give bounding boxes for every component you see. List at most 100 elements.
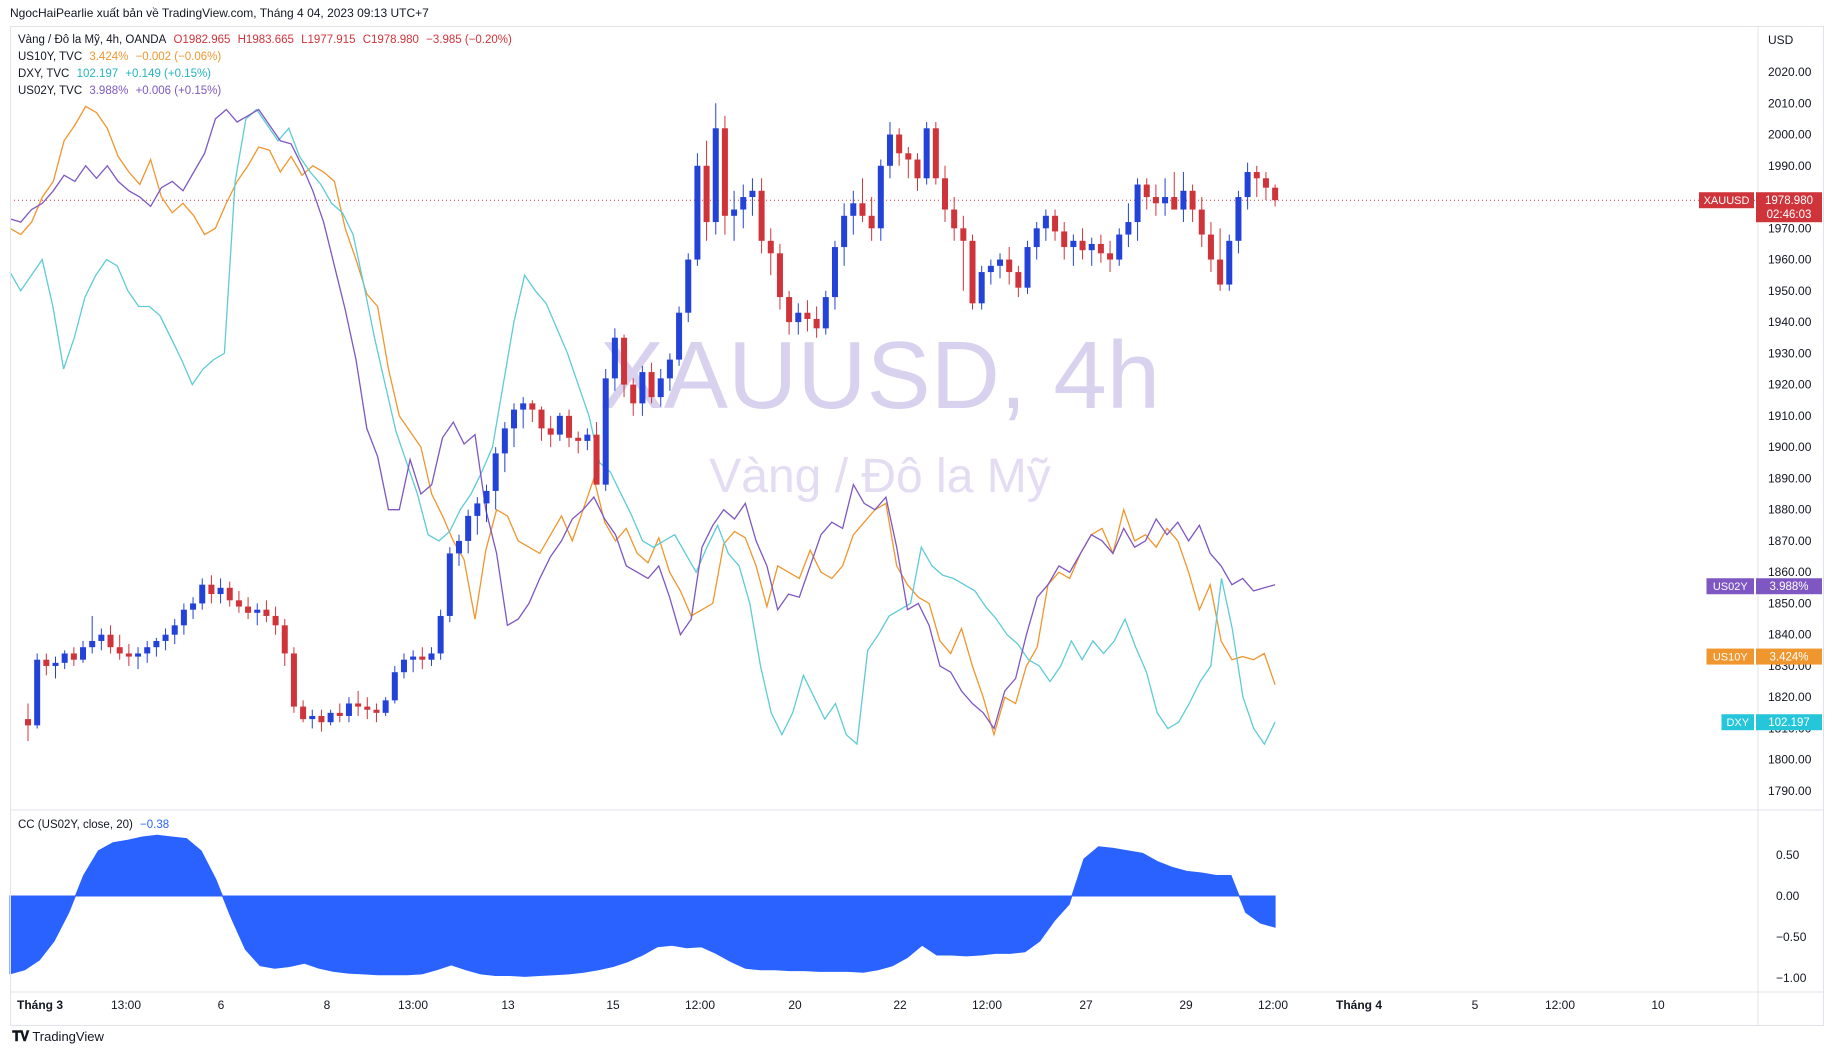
candle-body [1198, 209, 1205, 235]
candle-body [804, 312, 811, 319]
candle-body [400, 659, 407, 673]
candle [997, 253, 1004, 279]
candle [199, 578, 206, 610]
price-tick-label: 1850.00 [1768, 596, 1812, 610]
candle-body [639, 372, 646, 404]
badge-label-bg [1706, 578, 1754, 595]
candle [868, 197, 875, 241]
legend-dxy[interactable]: DXY, TVC 102.197 +0.149 (+0.15%) [18, 68, 215, 80]
candle-body [776, 253, 783, 298]
legend-us02y[interactable]: US02Y, TVC 3.988% +0.006 (+0.15%) [18, 85, 225, 97]
candle [327, 709, 334, 726]
candle-body [1125, 222, 1132, 235]
candle-body [254, 609, 261, 613]
legend-dxy-title: DXY, TVC [18, 68, 70, 80]
legend-open: O1982.965 [173, 34, 231, 46]
badge-value-bg [1756, 578, 1822, 595]
candle [740, 184, 747, 229]
time-tick-label: 5 [1472, 998, 1479, 1012]
footer: 𝐓𝐕 TradingView [12, 1028, 104, 1045]
legend-us02y-title: US02Y, TVC [18, 85, 83, 97]
tv-logo-icon: 𝐓𝐕 [12, 1028, 29, 1044]
candle [1226, 234, 1233, 291]
candle [639, 365, 646, 416]
cc-area [9, 834, 1276, 977]
candle-body [932, 128, 939, 179]
badge-value: 102.197 [1768, 717, 1810, 729]
legend-cc-value: −0.38 [140, 819, 170, 831]
candle-body [538, 409, 545, 429]
candle-body [245, 606, 252, 613]
candle-body [1217, 259, 1224, 285]
candle-body [61, 653, 68, 663]
time-tick-label: 10 [1651, 998, 1665, 1012]
candle-body [190, 603, 197, 610]
price-tick-label: 1930.00 [1768, 346, 1812, 360]
candle-body [648, 372, 655, 398]
candle [721, 115, 728, 235]
price-badge-us10y: US10Y 3.424% [1706, 648, 1822, 665]
time-tick-label: Tháng 3 [17, 998, 63, 1012]
price-tick-label: 1990.00 [1768, 159, 1812, 173]
footer-brand: TradingView [32, 1029, 104, 1044]
legend-us10y[interactable]: US10Y, TVC 3.424% −0.002 (−0.06%) [18, 51, 225, 63]
legend-cc[interactable]: CC (US02Y, close, 20) −0.38 [18, 819, 173, 831]
candle-body [749, 190, 756, 198]
candle [190, 597, 197, 620]
candle-body [98, 634, 105, 641]
legend-us02y-value: 3.988% [89, 85, 129, 97]
overlay-series [9, 105, 1276, 746]
badge-value: 1978.980 [1765, 195, 1813, 207]
candle [520, 397, 527, 429]
candle [153, 637, 160, 657]
candle [1024, 240, 1031, 294]
price-tick-label: 1870.00 [1768, 534, 1812, 548]
price-tick-label: 1940.00 [1768, 315, 1812, 329]
candle [566, 409, 573, 448]
candle-body [712, 128, 719, 223]
candle [987, 259, 994, 285]
legend-dxy-value: 102.197 [76, 68, 119, 80]
legend-low: L1977.915 [301, 34, 356, 46]
candle-body [52, 662, 59, 666]
candle [511, 403, 518, 448]
candle-body [529, 403, 536, 410]
candle-body [290, 653, 297, 707]
candle-body [611, 337, 618, 379]
candle-body [125, 653, 132, 657]
candle-body [1097, 243, 1104, 254]
candle-body [602, 378, 609, 485]
candle [776, 243, 783, 310]
candle [428, 647, 435, 666]
candle [914, 153, 921, 191]
candle-body [703, 165, 710, 223]
price-tick-label: 1880.00 [1768, 503, 1812, 517]
candle-body [841, 215, 848, 248]
candle [171, 619, 178, 645]
candle-body [676, 312, 683, 360]
candle-body [474, 503, 481, 516]
candle-body [1024, 247, 1031, 288]
price-tick-label: 2000.00 [1768, 128, 1812, 142]
candle [556, 412, 563, 441]
legend-main[interactable]: Vàng / Đô la Mỹ, 4h, OANDA O1982.965 H19… [18, 34, 516, 46]
time-tick-label: 12:00 [972, 998, 1002, 1012]
time-tick-label: 13:00 [398, 998, 428, 1012]
candle [584, 428, 591, 451]
badge-label: US02Y [1713, 581, 1749, 593]
candle-body [465, 515, 472, 541]
badge-label: XAUUSD [1704, 195, 1750, 207]
candle-body [492, 453, 499, 491]
candle-body [896, 134, 903, 154]
series-line-dxy [9, 108, 1276, 746]
candle [1189, 184, 1196, 223]
price-axis-unit: USD [1768, 33, 1794, 47]
legend-dxy-change: +0.149 (+0.15%) [125, 68, 212, 80]
candle [89, 615, 96, 654]
candle [400, 653, 407, 679]
candle-body [584, 434, 591, 441]
candle-body [382, 700, 389, 713]
badge-label-bg [1699, 192, 1754, 209]
candle [446, 547, 453, 623]
